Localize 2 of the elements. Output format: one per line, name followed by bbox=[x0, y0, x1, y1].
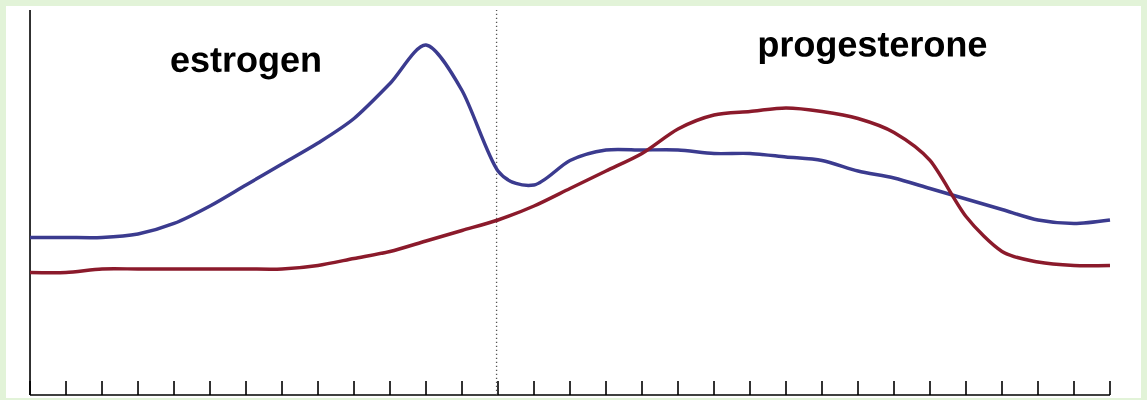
series-label: estrogen bbox=[171, 48, 320, 80]
series-label: progesterone bbox=[759, 32, 987, 64]
